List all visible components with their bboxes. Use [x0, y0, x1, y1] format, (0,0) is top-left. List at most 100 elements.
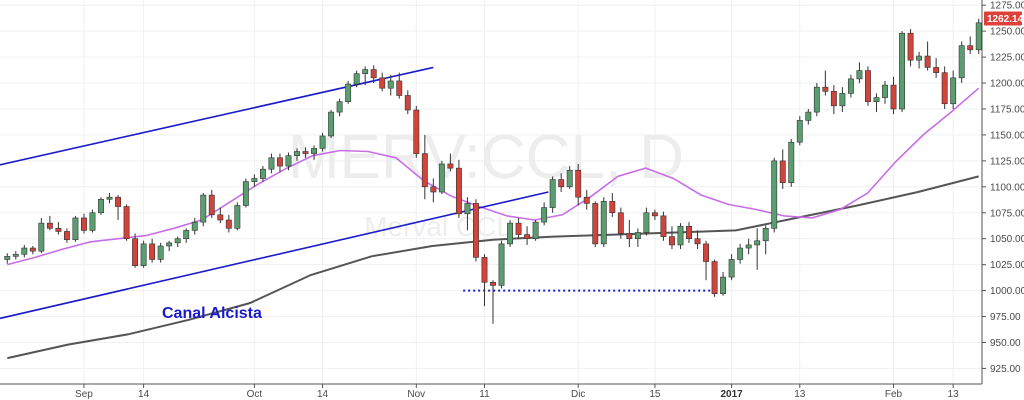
candle-body	[839, 93, 846, 107]
last-price-label-text: 1262.14	[987, 14, 1024, 25]
y-tick-label: 1150.00	[990, 130, 1024, 141]
candle-body	[524, 234, 531, 240]
candle-20	[174, 236, 181, 248]
candle-body	[336, 101, 343, 113]
candle-95	[813, 83, 820, 117]
candle-54	[464, 197, 471, 231]
candle-body	[882, 84, 888, 98]
candle-15	[132, 233, 139, 268]
candle-body	[98, 198, 104, 214]
candle-body	[370, 69, 377, 79]
y-tick-label: 1200.00	[990, 79, 1024, 90]
candle-27	[234, 202, 241, 231]
candle-body	[660, 215, 667, 237]
candle-body	[694, 238, 701, 245]
candle-78	[669, 226, 675, 250]
candle-body	[319, 135, 326, 149]
candle-75	[643, 207, 650, 236]
candle-63	[541, 202, 548, 226]
candle-body	[21, 247, 28, 255]
candle-body	[208, 194, 215, 216]
candle-body	[745, 244, 752, 249]
candle-body	[285, 155, 292, 167]
candle-body	[890, 84, 897, 110]
candle-29	[251, 174, 258, 187]
candle-body	[251, 178, 258, 182]
candle-94	[805, 108, 812, 125]
candle-body	[353, 73, 360, 85]
candle-98	[839, 87, 846, 113]
candle-body	[634, 232, 641, 240]
trend-channel	[0, 66, 711, 320]
candle-77	[660, 211, 667, 241]
candle-body	[907, 32, 914, 61]
candle-32	[277, 153, 283, 173]
watermark-symbol: MERV:CCL, D	[288, 123, 684, 192]
candle-body	[38, 222, 45, 252]
candle-7	[63, 228, 70, 243]
candle-body	[779, 160, 786, 183]
candle-body	[81, 217, 87, 231]
candle-59	[507, 220, 513, 248]
x-tick-label: Sep	[75, 389, 93, 400]
candle-113	[967, 36, 974, 54]
candle-70	[600, 197, 607, 248]
candle-body	[950, 77, 957, 105]
candle-41	[353, 70, 360, 88]
candle-42	[362, 66, 369, 86]
candle-61	[524, 226, 531, 245]
candle-11	[98, 197, 104, 215]
candle-body	[106, 196, 113, 200]
y-tick-label: 975.00	[990, 312, 1021, 323]
candle-body	[413, 109, 420, 154]
candle-87	[745, 238, 752, 255]
candle-84	[720, 271, 727, 296]
candle-body	[575, 169, 582, 198]
candle-body	[242, 181, 249, 206]
candle-9	[81, 213, 87, 234]
candle-108	[924, 41, 931, 71]
candle-67	[575, 163, 582, 206]
candle-body	[481, 257, 488, 283]
candle-82	[703, 240, 709, 281]
candle-body	[737, 247, 744, 260]
candle-79	[677, 223, 684, 250]
candle-body	[967, 45, 974, 51]
x-tick-label: 11	[479, 389, 490, 400]
candle-17	[149, 238, 156, 263]
candle-96	[822, 70, 829, 96]
watermark-subtitle: Merval CCL	[364, 211, 512, 242]
candle-51	[438, 160, 445, 195]
candle-body	[29, 247, 36, 252]
candle-34	[294, 148, 300, 161]
candle-13	[115, 195, 121, 221]
x-tick-label: Feb	[885, 389, 903, 400]
candle-body	[796, 120, 803, 143]
candle-49	[421, 134, 428, 200]
candle-body	[438, 163, 445, 193]
candle-body	[12, 253, 19, 257]
candle-3	[29, 245, 36, 255]
candle-body	[200, 194, 207, 223]
candle-21	[183, 228, 190, 243]
y-tick-label: 925.00	[990, 364, 1021, 375]
candle-body	[600, 201, 607, 245]
candles	[4, 18, 982, 324]
candle-109	[933, 58, 940, 78]
candle-24	[208, 189, 215, 218]
candle-body	[975, 22, 982, 51]
candle-25	[217, 207, 224, 224]
candle-body	[498, 243, 505, 286]
candle-62	[532, 220, 539, 241]
y-tick-label: 1050.00	[990, 234, 1024, 245]
candle-43	[370, 65, 377, 84]
candle-body	[617, 212, 624, 234]
candle-body	[387, 80, 394, 89]
x-tick-label: Oct	[247, 389, 263, 400]
candle-body	[958, 45, 965, 79]
y-axis-ticks: 925.00 950.00 975.00 1000.00 1025.00 1050.00 1…	[982, 1, 1024, 375]
candle-body	[473, 203, 479, 258]
candle-22	[191, 217, 198, 235]
